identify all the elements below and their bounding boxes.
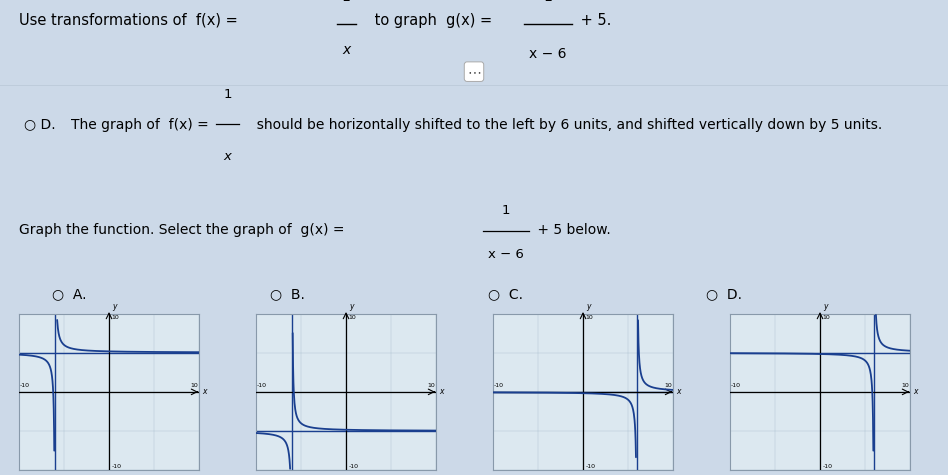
Text: to graph  g(x) =: to graph g(x) =	[370, 13, 497, 28]
Text: y: y	[349, 302, 354, 311]
Text: x: x	[913, 388, 918, 396]
Text: x: x	[439, 388, 444, 396]
Text: -10: -10	[349, 464, 358, 469]
Text: + 5.: + 5.	[576, 13, 611, 28]
Text: Graph the function. Select the graph of  g(x) =: Graph the function. Select the graph of …	[19, 223, 349, 237]
Text: 10: 10	[112, 315, 119, 320]
Text: 1: 1	[341, 0, 351, 4]
Text: -10: -10	[823, 464, 832, 469]
Text: 1: 1	[502, 204, 510, 217]
Text: ⋯: ⋯	[467, 65, 481, 79]
Text: -10: -10	[20, 383, 29, 388]
Text: y: y	[112, 302, 117, 311]
Text: 10: 10	[586, 315, 593, 320]
Text: 1: 1	[543, 0, 553, 4]
Text: -10: -10	[257, 383, 266, 388]
Text: 10: 10	[823, 315, 830, 320]
Text: should be horizontally shifted to the left by 6 units, and shifted vertically do: should be horizontally shifted to the le…	[248, 117, 883, 132]
Text: ○  C.: ○ C.	[488, 287, 523, 302]
Text: -10: -10	[112, 464, 121, 469]
Text: 10: 10	[349, 315, 356, 320]
Text: x: x	[224, 150, 231, 162]
Text: 10: 10	[191, 383, 198, 388]
Text: y: y	[586, 302, 591, 311]
Text: ○  B.: ○ B.	[270, 287, 305, 302]
Text: ○ D.: ○ D.	[24, 117, 55, 132]
Text: x: x	[342, 43, 350, 57]
Text: Use transformations of  f(x) =: Use transformations of f(x) =	[19, 13, 243, 28]
Text: ○  D.: ○ D.	[706, 287, 742, 302]
Text: 1: 1	[224, 88, 231, 101]
Text: x: x	[676, 388, 681, 396]
Text: x − 6: x − 6	[529, 47, 567, 61]
Text: x − 6: x − 6	[488, 248, 524, 261]
Text: -10: -10	[731, 383, 740, 388]
Text: x: x	[202, 388, 207, 396]
Text: y: y	[823, 302, 828, 311]
Text: -10: -10	[586, 464, 595, 469]
Text: 10: 10	[428, 383, 435, 388]
Text: -10: -10	[494, 383, 503, 388]
Text: + 5 below.: + 5 below.	[533, 223, 611, 237]
Text: 10: 10	[902, 383, 909, 388]
Text: 10: 10	[665, 383, 672, 388]
Text: ○  A.: ○ A.	[52, 287, 86, 302]
Text: The graph of  f(x) =: The graph of f(x) =	[71, 117, 213, 132]
